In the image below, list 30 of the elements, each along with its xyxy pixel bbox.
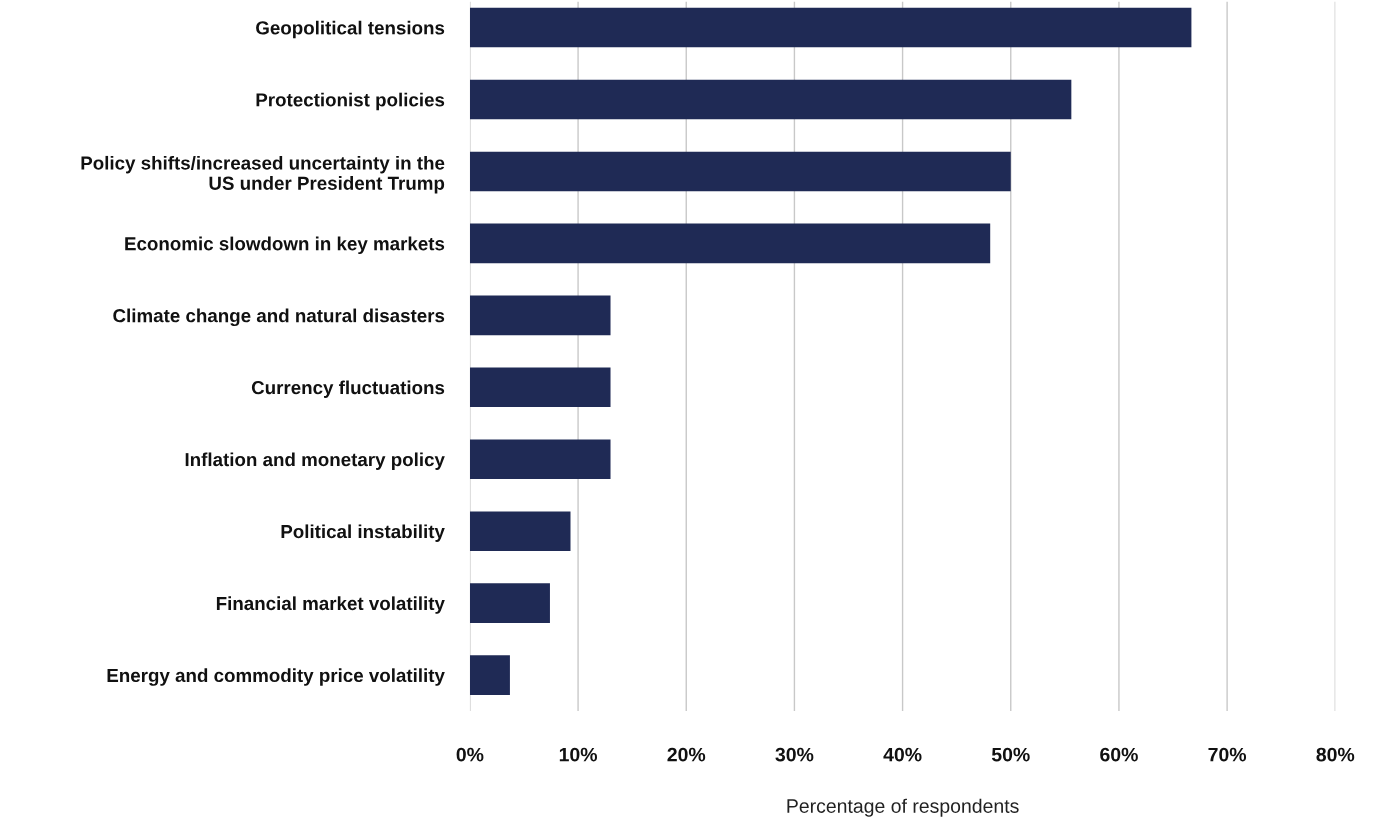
x-axis-title: Percentage of respondents [787,798,1019,817]
x-tick-label: 0% [456,747,484,762]
bar [469,655,510,695]
y-tick-label: Energy and commodity price volatility [107,668,445,686]
bar [469,151,1011,192]
x-tick-label: 20% [667,747,706,762]
y-tick-label: Inflation and monetary policy [185,452,445,470]
x-tick-label: 30% [775,747,814,762]
bar [469,295,611,336]
x-tick-label: 10% [559,747,598,762]
y-tick-label: Policy shifts/increased uncertainty in the US under President Trump [81,155,445,194]
y-tick-label: Economic slowdown in key markets [125,236,445,255]
x-tick-label: 60% [1100,747,1138,762]
bar [469,79,1072,120]
x-tick-label: 70% [1208,747,1247,762]
bar [469,511,571,551]
y-tick-label: Political instability [281,524,445,542]
y-tick-label: Climate change and natural disasters [113,308,445,327]
y-tick-label: Currency fluctuations [251,380,445,398]
y-tick-label: Financial market volatility [216,596,445,614]
bar [469,223,991,264]
bar [469,7,1192,48]
x-tick-label: 80% [1316,747,1355,762]
y-tick-label: Protectionist policies [256,92,445,111]
bar [469,439,611,480]
x-tick-label: 40% [883,747,922,762]
y-tick-label: Geopolitical tensions [256,20,445,39]
x-tick-label: 50% [991,747,1030,762]
bar [469,583,550,623]
bar [469,367,611,408]
